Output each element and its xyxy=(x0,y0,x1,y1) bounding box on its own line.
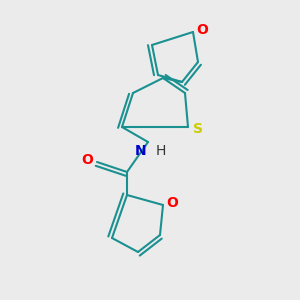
Text: O: O xyxy=(166,196,178,210)
Text: S: S xyxy=(193,122,203,136)
Text: O: O xyxy=(81,153,93,167)
Text: N: N xyxy=(134,144,146,158)
Text: H: H xyxy=(156,144,166,158)
Text: O: O xyxy=(196,23,208,37)
